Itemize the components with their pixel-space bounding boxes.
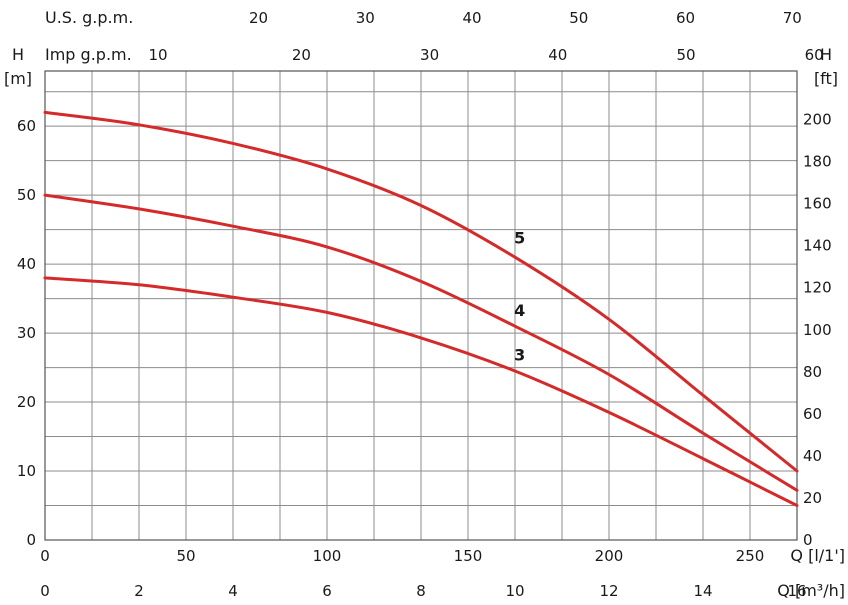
- y-right-tick-label: 80: [803, 363, 822, 381]
- curve-label-5: 5: [514, 228, 525, 247]
- x-top-us-tick-label: 70: [783, 9, 802, 27]
- y-right-tick-label: 160: [803, 195, 832, 213]
- x-top-us-tick-label: 40: [462, 9, 481, 27]
- x-top-imp-tick-label: 30: [420, 46, 439, 64]
- x-bottom-secondary-tick-label: 200: [595, 547, 624, 565]
- x-bottom-primary-tick-label: 8: [416, 582, 426, 600]
- x-top-us-tick-label: 50: [569, 9, 588, 27]
- curve-series-4: [43, 193, 799, 492]
- y-right-tick-label: 120: [803, 279, 832, 297]
- y-right-tick-label: 200: [803, 111, 832, 129]
- x-top-imp-tick-label: 50: [676, 46, 695, 64]
- x-bottom-secondary-tick-label: 50: [176, 547, 195, 565]
- left-axis-title-unit: [m]: [4, 69, 32, 88]
- x-top-imp-tick-label: 10: [148, 46, 167, 64]
- x-bottom-secondary-tick-label: 0: [40, 547, 50, 565]
- curve-label-4: 4: [514, 301, 525, 320]
- curves: 5 4 3: [43, 110, 799, 507]
- right-axis-title-h: H: [820, 45, 832, 64]
- right-axis-title-unit: [ft]: [814, 69, 838, 88]
- y-left-tick-label: 20: [17, 393, 36, 411]
- x-bottom-primary-tick-label: 14: [693, 582, 712, 600]
- y-right-tick-label: 60: [803, 405, 822, 423]
- x-bottom-secondary-tick-label: 150: [454, 547, 483, 565]
- left-axis-title-h: H: [12, 45, 24, 64]
- y-left-tick-label: 60: [17, 117, 36, 135]
- y-left-tick-label: 50: [17, 186, 36, 204]
- x-bottom-primary-tick-label: 4: [228, 582, 238, 600]
- x-bottom-primary-tick-label: 12: [599, 582, 618, 600]
- top-us-axis-title: U.S. g.p.m.: [45, 8, 133, 27]
- x-top-us-tick-label: 20: [249, 9, 268, 27]
- x-top-imp-tick-label: 40: [548, 46, 567, 64]
- curve-series-5: [43, 110, 799, 473]
- x-bottom-primary-tick-label: 2: [134, 582, 144, 600]
- y-right-tick-label: 100: [803, 321, 832, 339]
- y-left-tick-label: 0: [26, 531, 36, 549]
- y-right-tick-label: 0: [803, 531, 813, 549]
- y-right-tick-label: 140: [803, 237, 832, 255]
- x-top-imp-tick-label: 20: [292, 46, 311, 64]
- curve-series-3: [43, 276, 799, 507]
- tick-labels: 0102030405060020406080100120140160180200…: [17, 9, 832, 600]
- y-right-tick-label: 40: [803, 447, 822, 465]
- x-top-imp-tick-label: 60: [805, 46, 824, 64]
- x-bottom-primary-tick-label: 16: [787, 582, 806, 600]
- curve-label-3: 3: [514, 346, 525, 365]
- x-bottom-primary-tick-label: 0: [40, 582, 50, 600]
- y-left-tick-label: 40: [17, 255, 36, 273]
- y-left-tick-label: 10: [17, 462, 36, 480]
- plot-frame: [44, 70, 798, 541]
- x-bottom-secondary-tick-label: 250: [736, 547, 765, 565]
- x-top-us-tick-label: 30: [356, 9, 375, 27]
- x-bottom-primary-tick-label: 6: [322, 582, 332, 600]
- bottom-primary-axis-title: Q [m³/h]: [777, 581, 845, 600]
- x-bottom-secondary-tick-label: 100: [313, 547, 342, 565]
- x-top-us-tick-label: 60: [676, 9, 695, 27]
- y-right-tick-label: 20: [803, 489, 822, 507]
- x-bottom-primary-tick-label: 10: [505, 582, 524, 600]
- top-imp-axis-title: Imp g.p.m.: [45, 45, 132, 64]
- y-left-tick-label: 30: [17, 324, 36, 342]
- y-right-tick-label: 180: [803, 153, 832, 171]
- grid-lines: [45, 71, 797, 540]
- bottom-secondary-axis-title: Q [l/1']: [790, 546, 845, 565]
